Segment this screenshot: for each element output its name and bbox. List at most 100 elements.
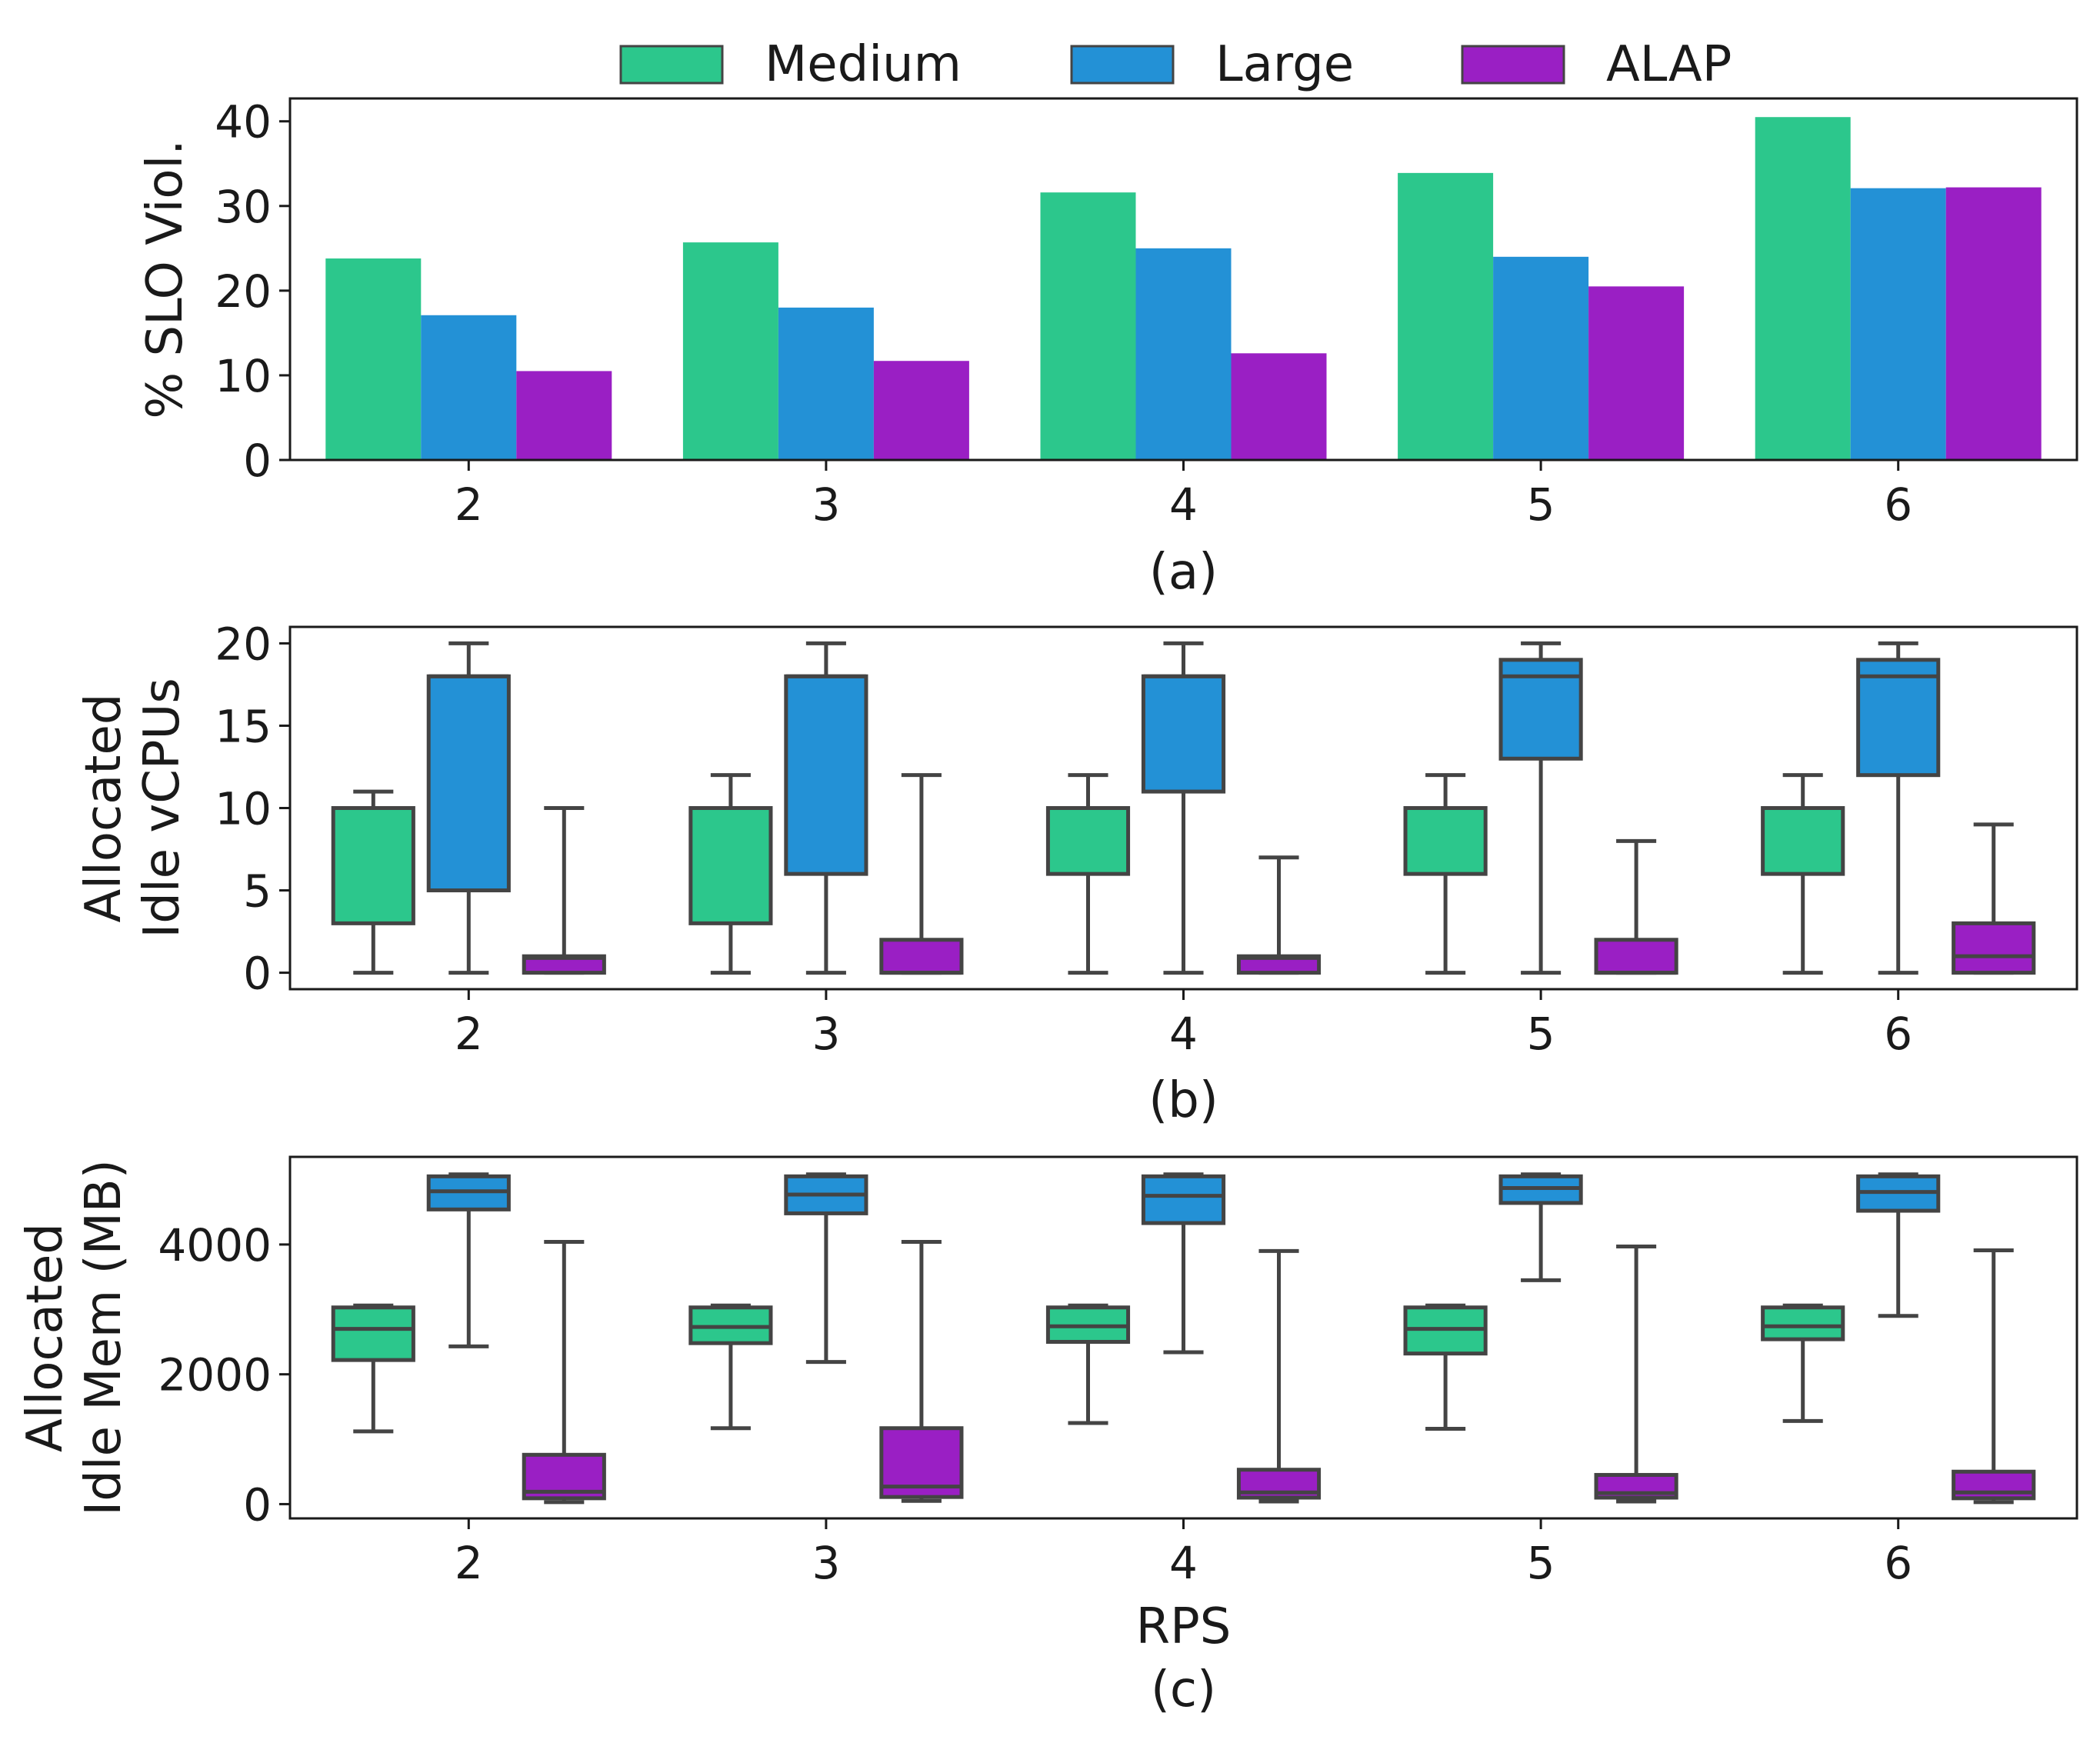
panel-b-idle-vcpus-box-plot: 0 5 10 15 20 2 3 4 5 6 Allocated Idle vCPUs (b) <box>75 618 2078 1129</box>
panel-a-slo-violation-bar-chart: 0 10 20 30 40 2 3 4 5 6 % SLO Viol. (a) <box>137 96 2078 601</box>
y-axis-label: Allocated <box>17 1223 74 1452</box>
y-tick-label: 4000 <box>158 1219 272 1271</box>
bar-large-rps-5 <box>1493 256 1589 460</box>
panel-caption: (b) <box>1148 1072 1218 1129</box>
series-medium <box>331 773 1845 975</box>
y-tick-label: 30 <box>215 181 272 233</box>
bar-medium-rps-4 <box>1040 192 1136 460</box>
x-tick-label: 4 <box>1169 1537 1198 1589</box>
series-large <box>426 1172 1941 1365</box>
box-body <box>1594 938 1678 975</box>
bar-large-rps-3 <box>778 307 874 460</box>
bar-medium-rps-6 <box>1755 117 1851 460</box>
y-tick-label: 20 <box>215 618 272 670</box>
y-axis: 0 10 20 30 40 <box>215 96 290 487</box>
box-alap-rps-5 <box>1594 838 1678 975</box>
box-medium-rps-6 <box>1761 1303 1845 1423</box>
box-body <box>426 674 511 893</box>
box-alap-rps-2 <box>522 806 606 975</box>
box-body <box>1141 1174 1226 1225</box>
y-axis-label: Idle vCPUs <box>134 678 191 938</box>
box-alap-rps-6 <box>1952 1248 2036 1505</box>
series-medium <box>331 1303 1845 1434</box>
bar-medium-rps-5 <box>1398 172 1494 461</box>
bar-alap-rps-2 <box>516 371 612 460</box>
box-medium-rps-5 <box>1403 1303 1488 1431</box>
series-alap <box>522 1240 2036 1505</box>
box-large-rps-5 <box>1498 1172 1583 1282</box>
bar-alap-rps-4 <box>1231 353 1327 460</box>
legend-swatch-large <box>1070 45 1175 85</box>
box-body <box>1952 921 2036 975</box>
x-axis: 2 3 4 5 6 <box>455 460 1912 531</box>
x-tick-label: 6 <box>1884 1008 1912 1060</box>
box-body <box>331 1305 415 1362</box>
x-tick-label: 5 <box>1527 478 1555 531</box>
box-alap-rps-6 <box>1952 822 2036 975</box>
box-medium-rps-3 <box>688 773 773 975</box>
box-body <box>1761 806 1845 876</box>
y-tick-label: 40 <box>215 96 272 148</box>
box-large-rps-5 <box>1498 641 1583 975</box>
box-body <box>1045 806 1131 876</box>
y-tick-label: 10 <box>215 350 272 402</box>
bar-large-rps-4 <box>1135 248 1232 460</box>
x-tick-label: 3 <box>812 1008 840 1060</box>
box-alap-rps-5 <box>1594 1244 1678 1504</box>
legend-swatch-medium <box>619 45 724 85</box>
legend-swatch-alap <box>1461 45 1565 85</box>
bar-large-rps-2 <box>421 315 517 460</box>
box-large-rps-3 <box>784 1172 868 1365</box>
legend: Medium Large ALAP <box>619 36 1732 93</box>
y-axis: 0 5 10 15 20 <box>215 618 290 1000</box>
y-tick-label: 15 <box>215 700 272 752</box>
bar-alap-rps-6 <box>1945 187 2042 460</box>
box-body <box>1856 658 1941 778</box>
x-tick-label: 2 <box>455 478 483 531</box>
box-alap-rps-2 <box>522 1240 606 1505</box>
bar-alap-rps-3 <box>873 361 969 460</box>
box-medium-rps-2 <box>331 789 415 975</box>
box-large-rps-3 <box>784 641 868 975</box>
box-large-rps-2 <box>426 641 511 975</box>
bar-medium-rps-2 <box>325 258 422 460</box>
y-tick-label: 0 <box>243 435 272 487</box>
x-tick-label: 5 <box>1527 1008 1555 1060</box>
box-large-rps-4 <box>1141 1172 1226 1355</box>
y-axis-label: Idle Mem (MB) <box>75 1159 132 1515</box>
bar-large-rps-6 <box>1850 188 1946 460</box>
bar-medium-rps-3 <box>682 242 778 460</box>
bar-alap-rps-5 <box>1588 286 1685 460</box>
series-large <box>421 188 1946 460</box>
y-axis-label: % SLO Viol. <box>137 139 194 418</box>
box-large-rps-2 <box>426 1172 511 1348</box>
box-alap-rps-4 <box>1236 1248 1322 1504</box>
box-large-rps-6 <box>1856 1172 1941 1318</box>
x-tick-label: 4 <box>1169 478 1198 531</box>
box-medium-rps-5 <box>1403 773 1488 975</box>
box-large-rps-6 <box>1856 641 1941 975</box>
y-axis: 0 2000 4000 <box>158 1219 290 1531</box>
box-alap-rps-3 <box>879 773 964 975</box>
box-body <box>1403 806 1488 876</box>
box-body <box>1141 674 1226 794</box>
y-tick-label: 10 <box>215 783 272 835</box>
legend-label-medium: Medium <box>765 36 962 93</box>
x-axis-label: RPS <box>1136 1598 1232 1655</box>
panel-caption: (c) <box>1151 1661 1216 1718</box>
box-body <box>784 674 868 876</box>
box-medium-rps-2 <box>331 1303 415 1434</box>
x-tick-label: 3 <box>812 1537 840 1589</box>
x-tick-label: 6 <box>1884 478 1912 531</box>
series-medium <box>325 117 1851 461</box>
box-alap-rps-3 <box>879 1240 964 1503</box>
panel-caption: (a) <box>1149 544 1218 601</box>
legend-label-large: Large <box>1215 36 1354 93</box>
box-medium-rps-3 <box>688 1303 773 1431</box>
y-tick-label: 0 <box>243 948 272 1000</box>
box-alap-rps-4 <box>1236 855 1322 975</box>
y-tick-label: 2000 <box>158 1349 272 1401</box>
box-medium-rps-4 <box>1045 1303 1131 1425</box>
legend-label-alap: ALAP <box>1606 36 1732 93</box>
